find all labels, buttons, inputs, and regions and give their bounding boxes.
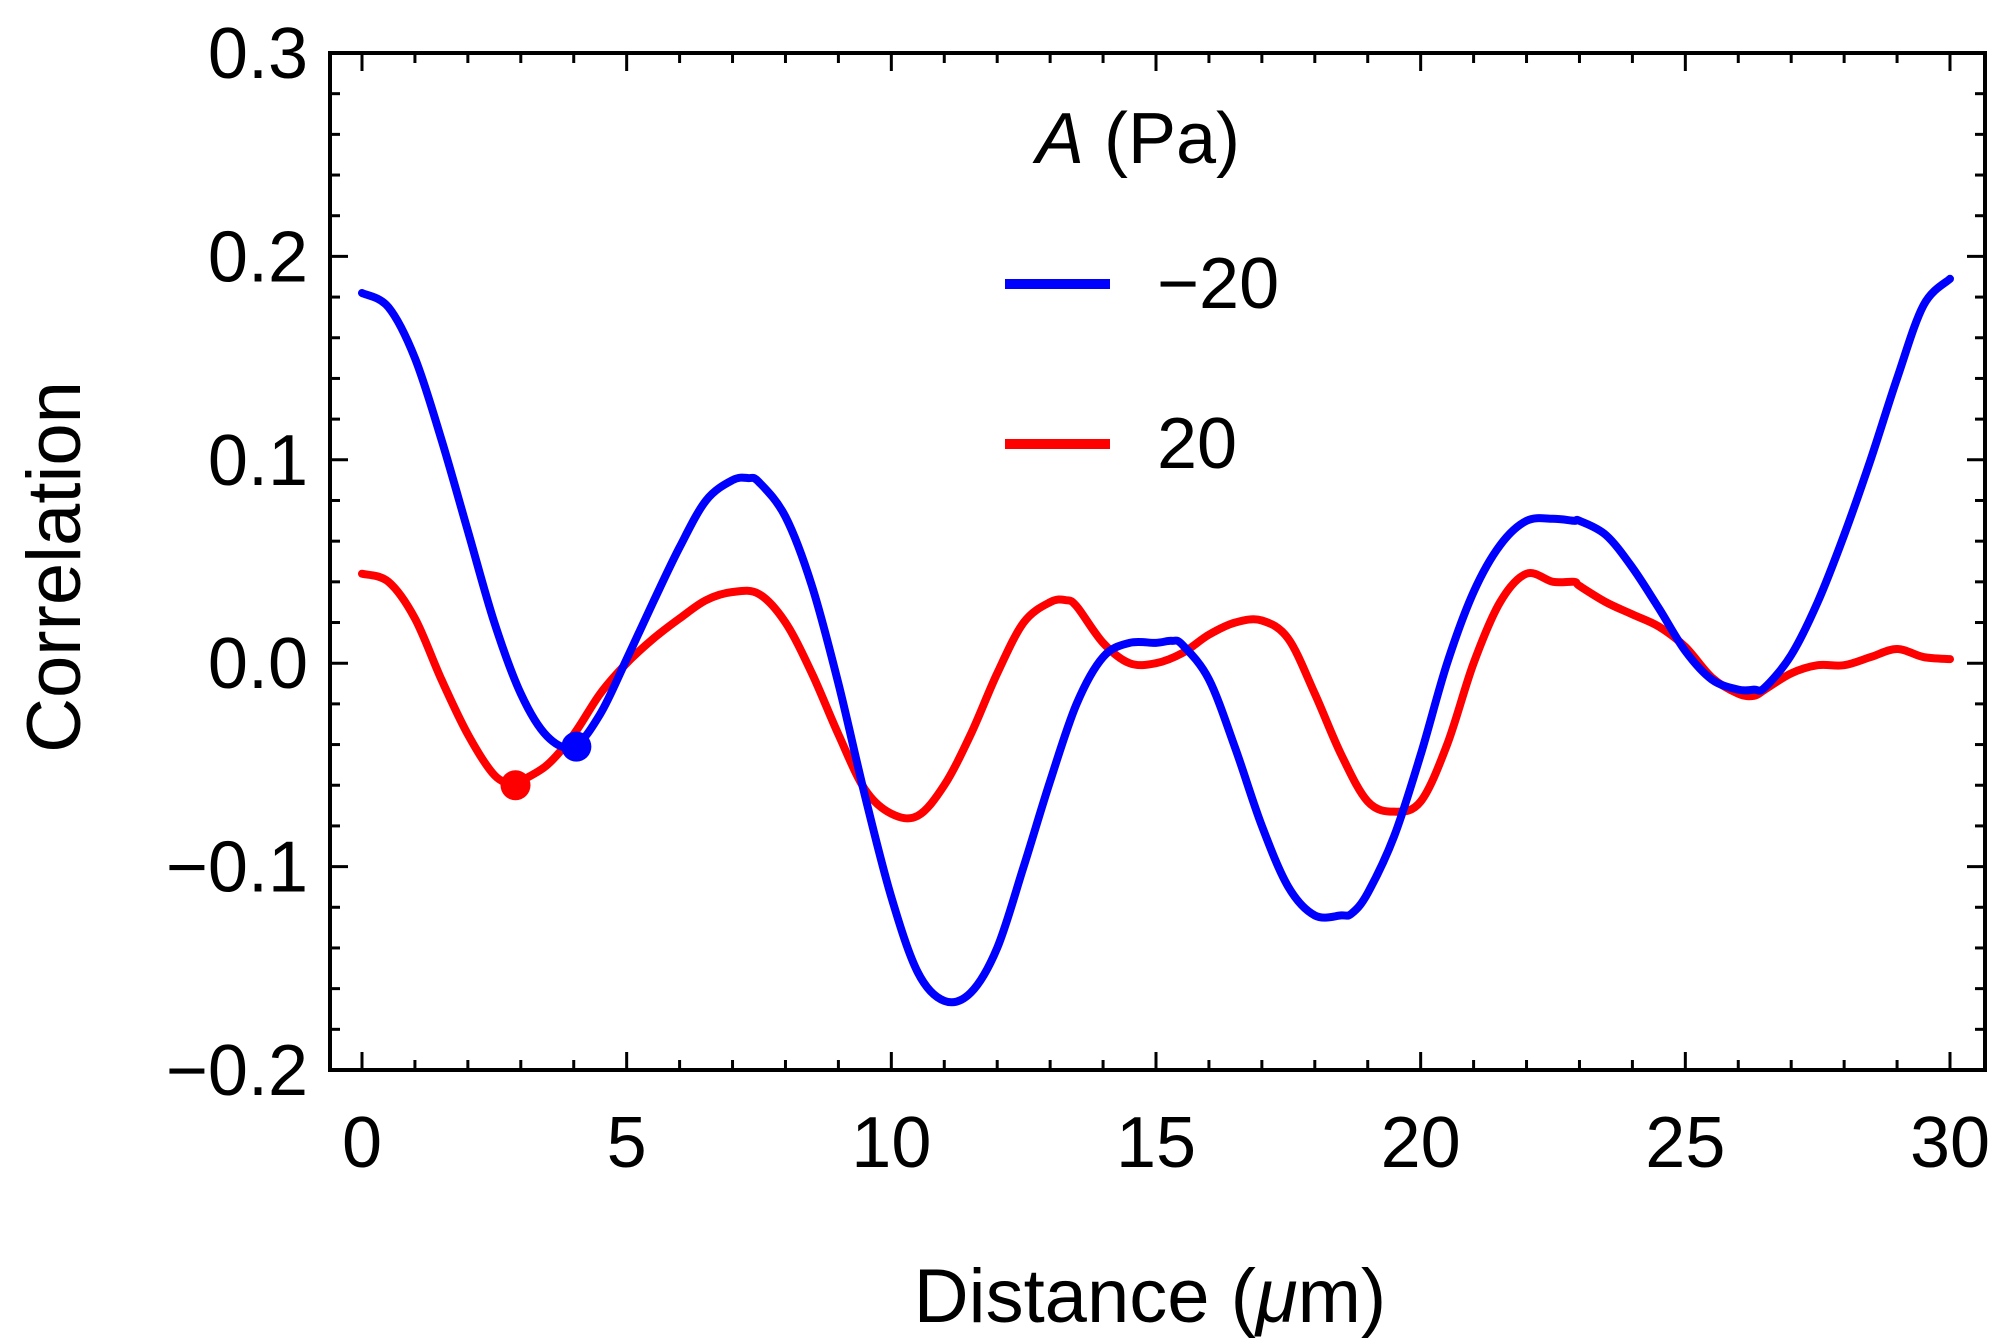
y-tick-label: 0.0 bbox=[208, 624, 308, 704]
y-tick-label: 0.3 bbox=[208, 14, 308, 94]
legend-title-symbol: A bbox=[1032, 99, 1084, 179]
x-tick-label: 25 bbox=[1645, 1103, 1725, 1183]
series-lines bbox=[358, 274, 1954, 1007]
x-tick-labels: 0 5 10 15 20 25 30 bbox=[342, 1103, 1990, 1183]
plot-frame bbox=[328, 51, 1987, 1072]
series-line-20 bbox=[358, 569, 1954, 823]
y-tick-label: 0.2 bbox=[208, 217, 308, 297]
y-axis-label: Correlation bbox=[12, 381, 97, 753]
x-axis-label: Distance (μm) bbox=[914, 1254, 1386, 1339]
x-tick-label: 5 bbox=[607, 1103, 647, 1183]
x-axis-label-unit-symbol: μ bbox=[1254, 1254, 1298, 1339]
x-tick-label: 30 bbox=[1910, 1103, 1990, 1183]
x-tick-label: 10 bbox=[851, 1103, 931, 1183]
legend: A (Pa) −20 20 bbox=[1005, 99, 1279, 484]
legend-label-minus20: −20 bbox=[1157, 244, 1279, 324]
legend-title: A (Pa) bbox=[1032, 99, 1240, 179]
x-tick-label: 20 bbox=[1381, 1103, 1461, 1183]
x-tick-label: 15 bbox=[1116, 1103, 1196, 1183]
x-axis-label-suffix: m) bbox=[1298, 1254, 1387, 1339]
legend-title-unit: (Pa) bbox=[1084, 99, 1240, 179]
y-tick-label: −0.2 bbox=[166, 1031, 308, 1111]
legend-label-20: 20 bbox=[1157, 404, 1237, 484]
series-min-marker bbox=[500, 770, 531, 801]
x-axis-label-prefix: Distance ( bbox=[914, 1254, 1256, 1339]
y-tick-label: 0.1 bbox=[208, 421, 308, 501]
series-markers bbox=[500, 731, 592, 801]
series-line-minus20 bbox=[358, 274, 1954, 1007]
x-tick-label: 0 bbox=[342, 1103, 382, 1183]
series-min-marker bbox=[561, 731, 592, 762]
tick-marks bbox=[330, 51, 1985, 1072]
y-tick-labels: −0.2 −0.1 0.0 0.1 0.2 0.3 bbox=[166, 14, 308, 1111]
y-tick-label: −0.1 bbox=[166, 828, 308, 908]
